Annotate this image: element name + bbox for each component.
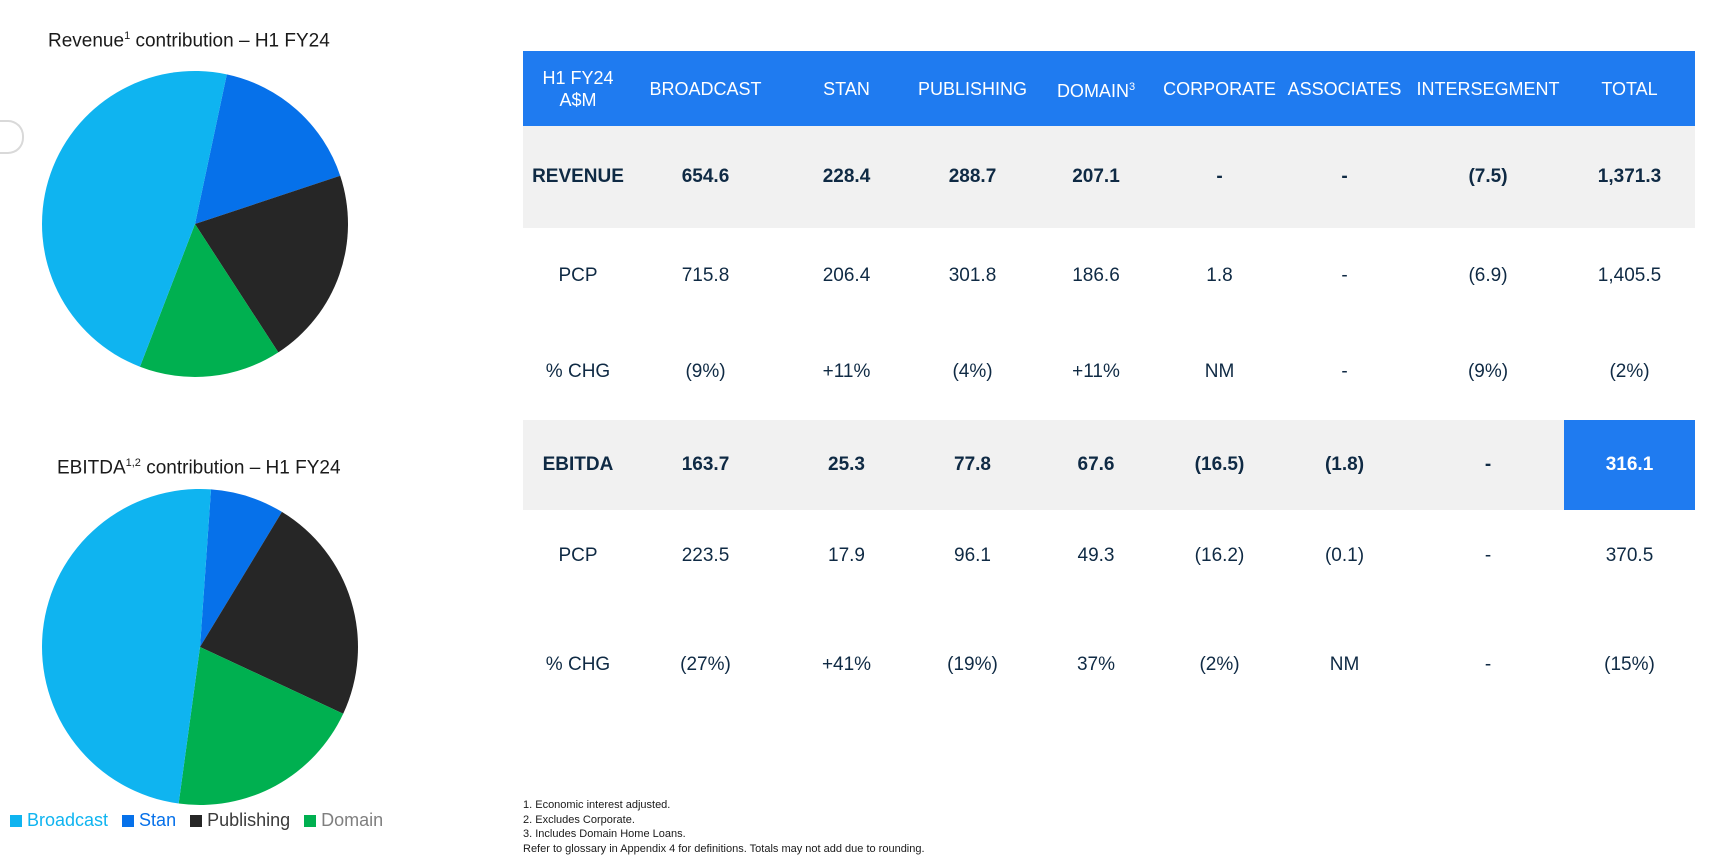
table-row-revenue-change: % CHG (9%) +11% (4%) +11% NM - (9%) (2%) <box>523 324 1695 420</box>
cell-intersegment: - <box>1412 545 1564 567</box>
cell-total: (2%) <box>1564 361 1695 383</box>
legend-label-broadcast: Broadcast <box>27 810 108 831</box>
table-row-ebitda-change: % CHG (27%) +41% (19%) 37% (2%) NM - (15… <box>523 602 1695 728</box>
cell-publishing: 288.7 <box>915 166 1030 188</box>
segment-results-table: H1 FY24 A$M BROADCAST STAN PUBLISHING DO… <box>523 51 1695 728</box>
cell-broadcast: 654.6 <box>633 166 778 188</box>
cell-associates: NM <box>1277 654 1412 676</box>
cell-intersegment: - <box>1412 654 1564 676</box>
header-associates: ASSOCIATES <box>1277 78 1412 100</box>
cell-total: (15%) <box>1564 654 1695 676</box>
header-publishing: PUBLISHING <box>915 78 1030 100</box>
legend-item-broadcast: Broadcast <box>10 810 108 831</box>
legend-item-domain: Domain <box>304 810 383 831</box>
cell-associates: (0.1) <box>1277 545 1412 567</box>
header-domain-footnote: 3 <box>1129 81 1135 93</box>
table-row-revenue: REVENUE 654.6 228.4 288.7 207.1 - - (7.5… <box>523 126 1695 228</box>
cell-publishing: 301.8 <box>915 265 1030 287</box>
cell-intersegment: (9%) <box>1412 361 1564 383</box>
cell-associates: - <box>1277 361 1412 383</box>
cell-total: 1,405.5 <box>1564 265 1695 287</box>
cell-broadcast: (9%) <box>633 361 778 383</box>
footnote-3: 3. Includes Domain Home Loans. <box>523 827 1223 842</box>
cell-publishing: (19%) <box>915 654 1030 676</box>
header-intersegment: INTERSEGMENT <box>1412 78 1564 100</box>
cell-publishing: 96.1 <box>915 545 1030 567</box>
cell-associates: - <box>1277 166 1412 188</box>
header-stan: STAN <box>778 78 915 100</box>
row-label: PCP <box>523 545 633 567</box>
cell-corporate: - <box>1162 166 1277 188</box>
cell-domain: +11% <box>1030 361 1162 383</box>
header-period-line1: H1 FY24 <box>523 67 633 89</box>
cell-domain: 186.6 <box>1030 265 1162 287</box>
cell-stan: +41% <box>778 654 915 676</box>
legend-label-domain: Domain <box>321 810 383 831</box>
cell-stan: 228.4 <box>778 166 915 188</box>
legend-item-publishing: Publishing <box>190 810 290 831</box>
cell-broadcast: (27%) <box>633 654 778 676</box>
row-label: % CHG <box>523 654 633 676</box>
header-period: H1 FY24 A$M <box>523 67 633 111</box>
table-row-ebitda: EBITDA 163.7 25.3 77.8 67.6 (16.5) (1.8)… <box>523 420 1695 510</box>
cell-associates: (1.8) <box>1277 454 1412 476</box>
ebitda-chart-title: EBITDA1,2 contribution – H1 FY24 <box>57 457 341 479</box>
cell-intersegment: - <box>1412 454 1564 476</box>
cell-total: 370.5 <box>1564 545 1695 567</box>
legend-swatch-domain <box>304 815 316 827</box>
cell-corporate: (2%) <box>1162 654 1277 676</box>
cell-stan: 17.9 <box>778 545 915 567</box>
row-label: % CHG <box>523 361 633 383</box>
row-label: PCP <box>523 265 633 287</box>
cell-stan: 206.4 <box>778 265 915 287</box>
header-broadcast: BROADCAST <box>633 78 778 100</box>
cell-stan: 25.3 <box>778 454 915 476</box>
legend-item-stan: Stan <box>122 810 176 831</box>
cell-publishing: (4%) <box>915 361 1030 383</box>
revenue-pie-chart <box>40 69 350 379</box>
table-row-revenue-pcp: PCP 715.8 206.4 301.8 186.6 1.8 - (6.9) … <box>523 228 1695 324</box>
cell-corporate: (16.2) <box>1162 545 1277 567</box>
legend-swatch-stan <box>122 815 134 827</box>
cell-intersegment: (6.9) <box>1412 265 1564 287</box>
header-period-line2: A$M <box>523 89 633 111</box>
cell-total-highlight: 316.1 <box>1564 420 1695 510</box>
header-domain-label: DOMAIN <box>1057 81 1129 101</box>
cell-broadcast: 715.8 <box>633 265 778 287</box>
footnote-2: 2. Excludes Corporate. <box>523 813 1223 828</box>
cell-associates: - <box>1277 265 1412 287</box>
row-label: REVENUE <box>523 166 633 188</box>
header-domain: DOMAIN3 <box>1030 76 1162 102</box>
cell-broadcast: 163.7 <box>633 454 778 476</box>
cell-corporate: 1.8 <box>1162 265 1277 287</box>
table-header-row: H1 FY24 A$M BROADCAST STAN PUBLISHING DO… <box>523 51 1695 126</box>
cell-domain: 67.6 <box>1030 454 1162 476</box>
cell-total: 1,371.3 <box>1564 166 1695 188</box>
footnotes: 1. Economic interest adjusted. 2. Exclud… <box>523 798 1223 856</box>
decorative-arc <box>0 120 24 154</box>
legend-swatch-broadcast <box>10 815 22 827</box>
cell-broadcast: 223.5 <box>633 545 778 567</box>
legend-swatch-publishing <box>190 815 202 827</box>
cell-stan: +11% <box>778 361 915 383</box>
header-corporate: CORPORATE <box>1162 78 1277 100</box>
footnote-glossary: Refer to glossary in Appendix 4 for defi… <box>523 842 1223 856</box>
cell-corporate: (16.5) <box>1162 454 1277 476</box>
revenue-chart-title: Revenue1 contribution – H1 FY24 <box>48 30 330 52</box>
cell-corporate: NM <box>1162 361 1277 383</box>
header-total: TOTAL <box>1564 78 1695 100</box>
cell-domain: 37% <box>1030 654 1162 676</box>
cell-publishing: 77.8 <box>915 454 1030 476</box>
table-row-ebitda-pcp: PCP 223.5 17.9 96.1 49.3 (16.2) (0.1) - … <box>523 510 1695 602</box>
cell-domain: 49.3 <box>1030 545 1162 567</box>
cell-domain: 207.1 <box>1030 166 1162 188</box>
row-label: EBITDA <box>523 454 633 476</box>
footnote-1: 1. Economic interest adjusted. <box>523 798 1223 813</box>
legend-label-publishing: Publishing <box>207 810 290 831</box>
cell-intersegment: (7.5) <box>1412 166 1564 188</box>
legend-label-stan: Stan <box>139 810 176 831</box>
ebitda-pie-chart <box>40 487 360 807</box>
chart-legend: Broadcast Stan Publishing Domain <box>10 810 383 831</box>
